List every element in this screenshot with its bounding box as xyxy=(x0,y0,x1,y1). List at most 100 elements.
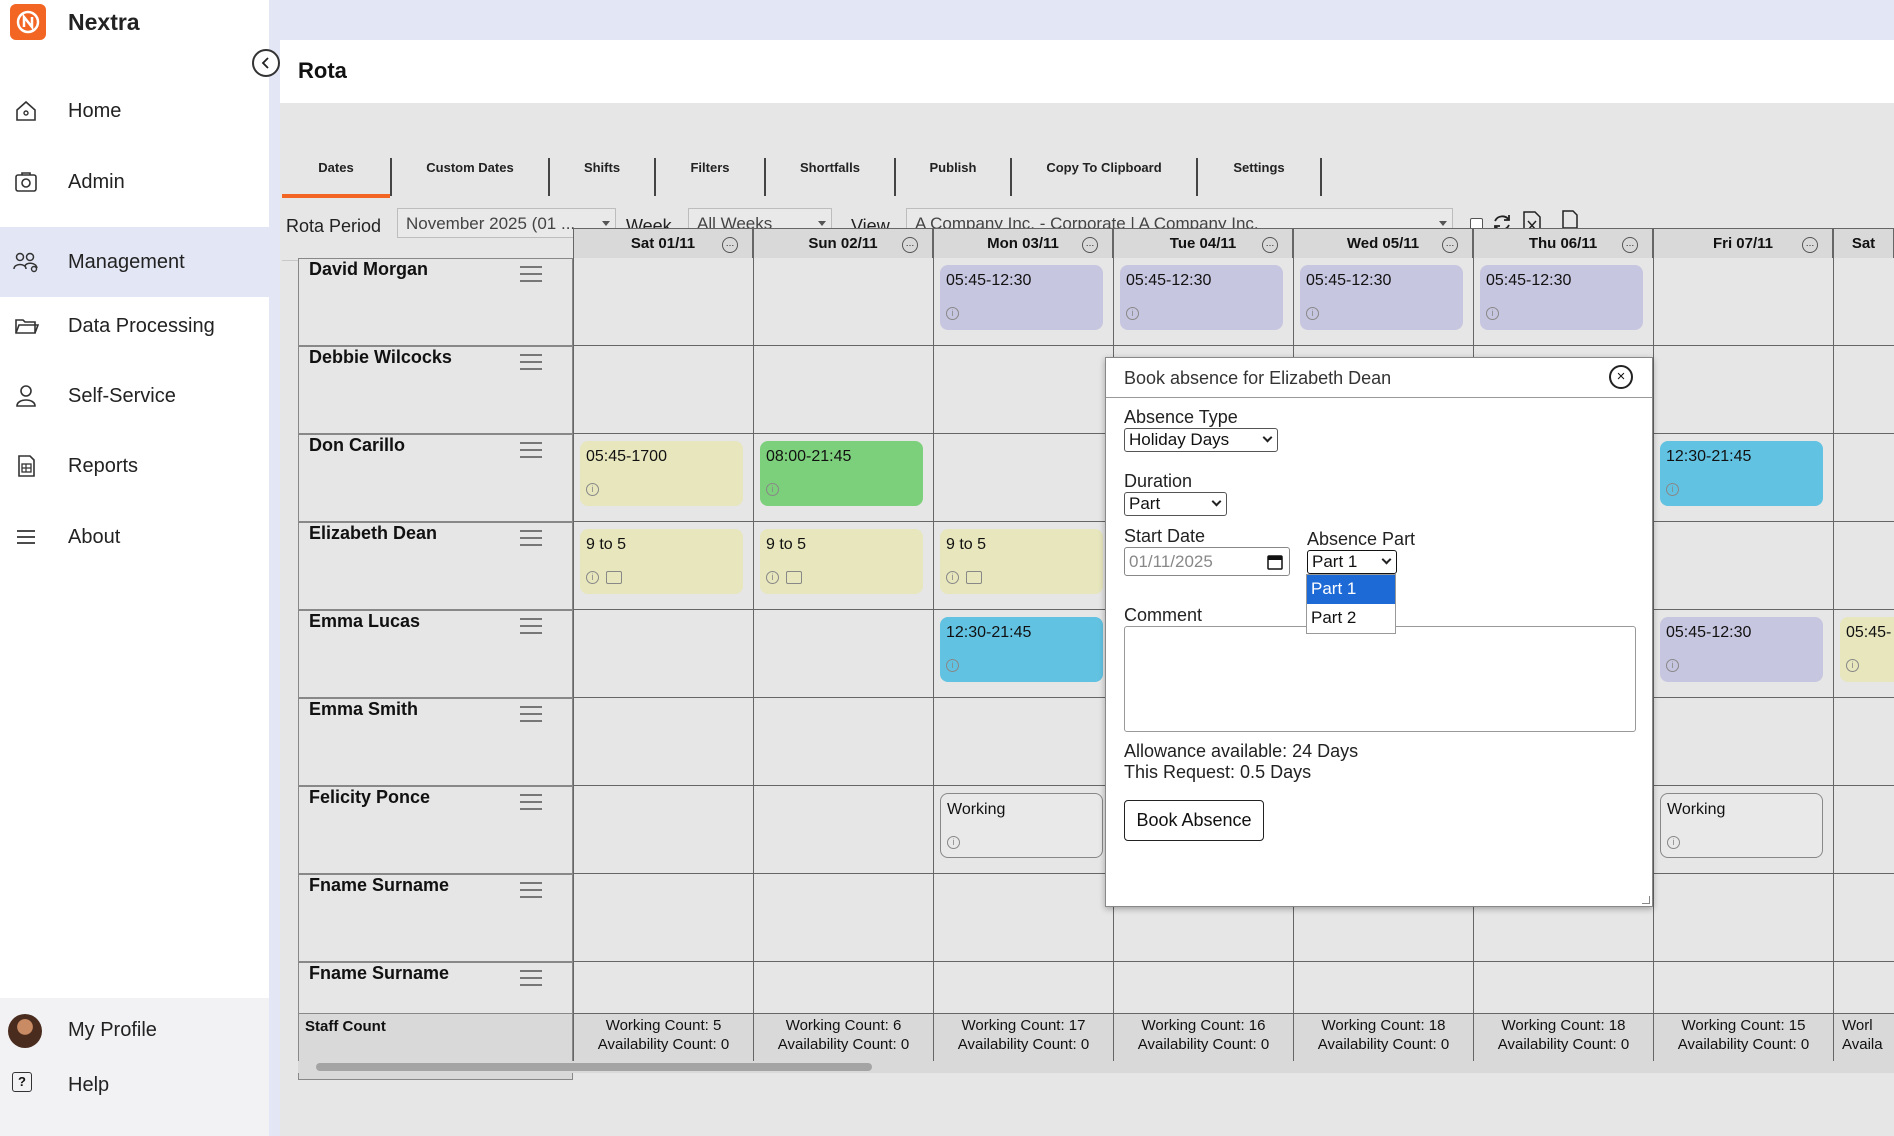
rota-cell[interactable]: 9 to 5 i xyxy=(933,522,1113,610)
scrollbar-thumb[interactable] xyxy=(316,1063,872,1071)
rota-cell[interactable]: 05:45-1700 i xyxy=(573,434,753,522)
employee-name[interactable]: Fname Surname xyxy=(309,963,450,983)
rota-cell[interactable] xyxy=(573,786,753,874)
comment-textarea[interactable] xyxy=(1124,626,1636,732)
day-options-icon[interactable]: … xyxy=(722,237,738,253)
info-icon[interactable]: i xyxy=(766,571,779,584)
shift-block[interactable]: 9 to 5 i xyxy=(760,529,923,594)
employee-name[interactable]: Fname Surname xyxy=(309,875,450,895)
rota-cell[interactable] xyxy=(1833,962,1894,1014)
day-options-icon[interactable]: … xyxy=(1262,237,1278,253)
duration-select[interactable]: Part xyxy=(1124,492,1227,516)
rota-cell[interactable]: 05:45-12:30 i xyxy=(1113,258,1293,346)
rota-cell[interactable] xyxy=(573,258,753,346)
shift-block[interactable]: 9 to 5 i xyxy=(940,529,1103,594)
rota-cell[interactable]: 12:30-21:45 i xyxy=(933,610,1113,698)
option-part-1[interactable]: Part 1 xyxy=(1307,575,1395,604)
sidebar-item-management[interactable]: Management xyxy=(0,227,269,297)
rota-cell[interactable] xyxy=(573,610,753,698)
tab-dates[interactable]: Dates xyxy=(282,103,390,198)
shift-block[interactable]: 05:45-12:30 i xyxy=(1660,617,1823,682)
rota-cell[interactable] xyxy=(1113,962,1293,1014)
rota-cell[interactable] xyxy=(933,698,1113,786)
rota-cell[interactable]: 05:45- i xyxy=(1833,610,1894,698)
rota-cell[interactable]: 05:45-12:30 i xyxy=(1473,258,1653,346)
employee-name[interactable]: David Morgan xyxy=(309,259,429,279)
shift-block[interactable]: 12:30-21:45 i xyxy=(940,617,1103,682)
rota-cell[interactable] xyxy=(753,962,933,1014)
rota-cell[interactable] xyxy=(753,874,933,962)
row-menu-icon[interactable] xyxy=(520,970,542,988)
tab-shortfalls[interactable]: Shortfalls xyxy=(800,160,860,175)
info-icon[interactable]: i xyxy=(1486,307,1499,320)
shift-block[interactable]: 05:45-1700 i xyxy=(580,441,743,506)
info-icon[interactable]: i xyxy=(766,483,779,496)
rota-cell[interactable] xyxy=(1653,962,1833,1014)
app-logo[interactable]: Nextra xyxy=(10,4,140,40)
rota-cell[interactable] xyxy=(753,346,933,434)
row-menu-icon[interactable] xyxy=(520,266,542,284)
rota-cell[interactable] xyxy=(573,346,753,434)
avatar[interactable] xyxy=(8,1014,42,1048)
rota-cell[interactable]: Working i xyxy=(1653,786,1833,874)
row-menu-icon[interactable] xyxy=(520,530,542,548)
shift-block[interactable]: 05:45- i xyxy=(1840,617,1894,682)
rota-cell[interactable] xyxy=(753,610,933,698)
rota-cell[interactable] xyxy=(573,962,753,1014)
sidebar-item-reports[interactable]: Reports xyxy=(0,431,269,501)
rota-cell[interactable] xyxy=(753,698,933,786)
info-icon[interactable]: i xyxy=(946,659,959,672)
tab-shifts[interactable]: Shifts xyxy=(583,160,621,175)
rota-cell[interactable] xyxy=(573,698,753,786)
row-menu-icon[interactable] xyxy=(520,354,542,372)
sidebar-item-self-service[interactable]: Self-Service xyxy=(0,361,269,431)
close-icon[interactable]: × xyxy=(1609,365,1633,389)
rota-cell[interactable] xyxy=(753,258,933,346)
tab-copy-to-clipboard[interactable]: Copy To Clipboard xyxy=(1046,160,1162,175)
rota-cell[interactable]: 12:30-21:45 i xyxy=(1653,434,1833,522)
rota-cell[interactable]: 05:45-12:30 i xyxy=(933,258,1113,346)
info-icon[interactable]: i xyxy=(1666,483,1679,496)
resize-handle[interactable] xyxy=(1642,896,1650,904)
employee-name[interactable]: Elizabeth Dean xyxy=(309,523,438,543)
rota-cell[interactable] xyxy=(1833,698,1894,786)
employee-name[interactable]: Emma Lucas xyxy=(309,611,421,631)
employee-name[interactable]: Emma Smith xyxy=(309,699,419,719)
day-options-icon[interactable]: … xyxy=(1082,237,1098,253)
rota-cell[interactable] xyxy=(1653,346,1833,434)
rota-cell[interactable] xyxy=(933,962,1113,1014)
employee-name[interactable]: Debbie Wilcocks xyxy=(309,347,452,367)
row-menu-icon[interactable] xyxy=(520,882,542,900)
option-part-2[interactable]: Part 2 xyxy=(1311,608,1357,627)
sidebar-item-home[interactable]: Home xyxy=(0,76,269,146)
shift-block[interactable]: 9 to 5 i xyxy=(580,529,743,594)
help-link[interactable]: Help xyxy=(68,1074,110,1096)
rota-cell[interactable] xyxy=(1833,346,1894,434)
info-icon[interactable]: i xyxy=(1667,836,1680,849)
info-icon[interactable]: i xyxy=(1846,659,1859,672)
rota-cell[interactable] xyxy=(1473,962,1653,1014)
absence-part-select[interactable]: Part 1 xyxy=(1307,550,1397,574)
absence-type-select[interactable]: Holiday Days xyxy=(1124,428,1278,452)
sidebar-item-admin[interactable]: Admin xyxy=(0,147,269,217)
my-profile-link[interactable]: My Profile xyxy=(68,1019,157,1041)
horizontal-scrollbar[interactable] xyxy=(298,1061,1894,1073)
rota-cell[interactable] xyxy=(753,786,933,874)
collapse-sidebar-button[interactable] xyxy=(252,49,280,77)
row-menu-icon[interactable] xyxy=(520,442,542,460)
info-icon[interactable]: i xyxy=(946,307,959,320)
rota-cell[interactable] xyxy=(1833,874,1894,962)
shift-block[interactable]: 05:45-12:30 i xyxy=(1300,265,1463,330)
rota-cell[interactable] xyxy=(1833,258,1894,346)
rota-cell[interactable] xyxy=(1293,962,1473,1014)
row-menu-icon[interactable] xyxy=(520,706,542,724)
rota-cell[interactable] xyxy=(1833,522,1894,610)
shift-block[interactable]: 12:30-21:45 i xyxy=(1660,441,1823,506)
book-absence-button[interactable]: Book Absence xyxy=(1124,800,1264,841)
employee-name[interactable]: Don Carillo xyxy=(309,435,406,455)
rota-cell[interactable] xyxy=(573,874,753,962)
shift-block[interactable]: 05:45-12:30 i xyxy=(1480,265,1643,330)
rota-cell[interactable]: 05:45-12:30 i xyxy=(1293,258,1473,346)
day-options-icon[interactable]: … xyxy=(902,237,918,253)
rota-cell[interactable]: Working i xyxy=(933,786,1113,874)
